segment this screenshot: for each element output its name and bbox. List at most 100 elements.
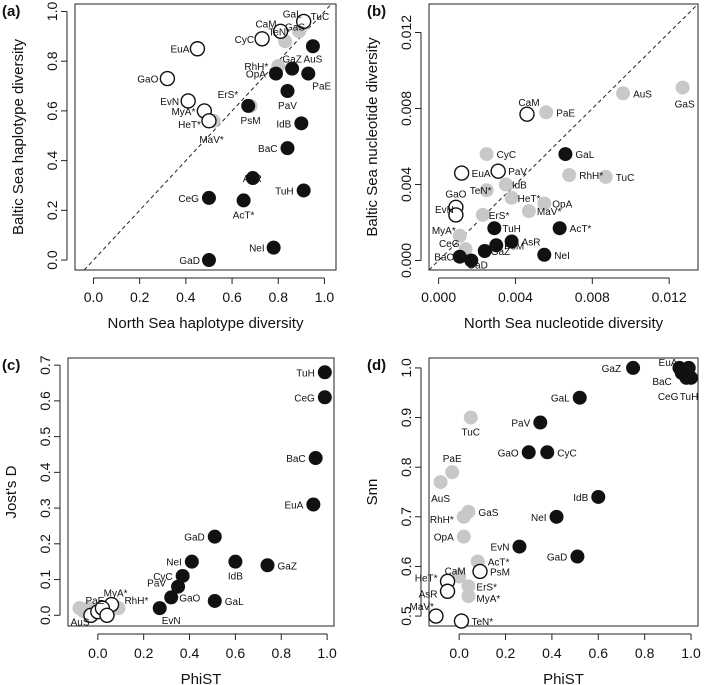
x-tick-label: 0.8 (269, 289, 289, 305)
x-axis-title: North Sea nucleotide diversity (464, 315, 664, 332)
x-tick-label: 0.2 (496, 645, 516, 661)
data-point (201, 190, 216, 205)
x-tick-label: 1.0 (315, 289, 335, 305)
data-point (280, 141, 295, 156)
data-point (445, 465, 460, 480)
data-point (433, 475, 448, 490)
data-point (254, 31, 270, 47)
point-label: GaZ (282, 55, 301, 66)
data-point (171, 579, 186, 594)
data-point (552, 221, 567, 236)
point-label: BaC (258, 144, 277, 155)
data-point (472, 563, 488, 580)
data-point (245, 171, 260, 186)
point-label: PaE (312, 82, 331, 93)
data-point (626, 360, 641, 375)
point-label: GaO (137, 75, 158, 86)
data-point (490, 163, 506, 179)
data-point (285, 61, 300, 76)
data-point (512, 539, 527, 554)
data-point (280, 84, 295, 99)
point-label: IdB (512, 181, 527, 192)
x-tick-label: 0.0 (449, 645, 469, 661)
data-point (201, 253, 216, 268)
point-label: GaZ (278, 561, 297, 572)
data-point (439, 583, 456, 599)
data-point (570, 549, 585, 564)
point-label: GaS (478, 508, 498, 519)
data-point (487, 221, 502, 236)
point-label: AsR (522, 238, 541, 249)
point-label: HeT* (415, 573, 438, 584)
y-tick-label: 0.4 (37, 462, 53, 482)
point-label: NeI (166, 558, 182, 569)
point-label: MyA* (476, 594, 500, 605)
point-label: CyC (235, 35, 254, 46)
y-tick-label: 1.0 (398, 358, 414, 378)
point-label: GaD (184, 533, 205, 544)
plot-frame (428, 357, 699, 627)
data-point (461, 589, 476, 604)
point-label: MyA* (104, 589, 128, 600)
panel-letter: (b) (367, 3, 386, 20)
data-point (479, 183, 494, 198)
point-label: GaO (498, 448, 519, 459)
point-label: HeT* (178, 120, 201, 131)
data-point (521, 445, 536, 460)
point-label: AcT* (570, 224, 592, 235)
plot-frame (74, 3, 337, 271)
point-label: TuH (296, 368, 315, 379)
plot-frame (428, 3, 699, 271)
data-point (616, 86, 631, 101)
y-tick-label: 0.5 (398, 606, 414, 626)
data-point (296, 183, 311, 198)
y-tick-label: 0.0 (44, 250, 60, 270)
point-label: NeI (554, 251, 570, 262)
data-point (464, 253, 479, 268)
data-point (463, 410, 478, 425)
data-point (164, 590, 179, 605)
point-label: GaL (575, 150, 594, 161)
point-label: CeG (439, 239, 460, 250)
point-label: CeG (178, 194, 199, 205)
point-label: TuC (616, 173, 635, 184)
x-tick-label: 0.6 (226, 645, 246, 661)
x-tick-label: 0.012 (652, 289, 687, 305)
point-label: BaC (652, 377, 671, 388)
point-label: RhH* (430, 515, 454, 526)
y-axis-title: Baltic Sea haplotype diversity (10, 39, 27, 235)
point-label: AsR (243, 174, 262, 185)
y-tick-label: 0.3 (37, 498, 53, 518)
data-point (521, 204, 536, 219)
diagonal-line (83, 3, 332, 271)
data-point (456, 529, 471, 544)
data-point (301, 66, 316, 81)
point-label: TuH (680, 392, 699, 403)
point-label: GaD (179, 256, 200, 267)
y-tick-label: 0.7 (398, 507, 414, 527)
point-label: AuS (71, 618, 90, 629)
point-label: CaM (255, 19, 276, 30)
x-tick-label: 0.6 (222, 289, 242, 305)
data-point (452, 249, 467, 264)
y-tick-label: 0.1 (37, 570, 53, 590)
point-label: IdB (573, 493, 588, 504)
panel-1: (a) 0.0 0.2 0.4 0.6 0.8 1.0 0.0 0.2 0.4 0.6 0.8 1.0 N… (2, 2, 337, 332)
data-point (152, 601, 167, 616)
point-label: CyC (497, 150, 516, 161)
point-label: ErS* (218, 90, 239, 101)
data-point (558, 147, 573, 162)
point-label: AsR (419, 589, 438, 600)
data-point (428, 608, 444, 624)
data-point (180, 93, 196, 109)
data-point (317, 365, 332, 380)
point-label: TuH (502, 224, 521, 235)
point-label: CaM (518, 98, 539, 109)
data-point (268, 66, 283, 81)
y-tick-label: 0.0 (37, 605, 53, 625)
data-point (184, 554, 199, 569)
data-point (572, 390, 587, 405)
point-label: AuS (431, 494, 450, 505)
x-tick-label: 1.0 (317, 645, 337, 661)
